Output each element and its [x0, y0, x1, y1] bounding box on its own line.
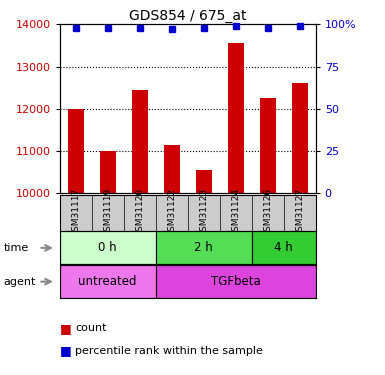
Bar — [252, 231, 316, 264]
Text: untreated: untreated — [79, 275, 137, 288]
Bar — [156, 265, 316, 298]
Bar — [196, 170, 212, 193]
Text: GSM31120: GSM31120 — [135, 188, 144, 237]
Bar — [228, 44, 244, 193]
Text: 4 h: 4 h — [275, 242, 293, 254]
Text: GSM31127: GSM31127 — [295, 188, 304, 237]
Bar — [100, 151, 116, 193]
Bar — [68, 109, 84, 193]
Text: GSM31123: GSM31123 — [199, 188, 208, 237]
Text: ■: ■ — [60, 344, 72, 357]
Text: time: time — [4, 243, 29, 253]
Text: ■: ■ — [60, 322, 72, 334]
Bar — [164, 145, 180, 193]
Text: GSM31122: GSM31122 — [167, 188, 176, 237]
Text: agent: agent — [4, 277, 36, 286]
Title: GDS854 / 675_at: GDS854 / 675_at — [129, 9, 246, 23]
Bar — [260, 98, 276, 193]
Text: GSM31124: GSM31124 — [231, 188, 240, 237]
Bar — [132, 90, 148, 193]
Text: TGFbeta: TGFbeta — [211, 275, 261, 288]
Text: GSM31117: GSM31117 — [71, 188, 80, 237]
Bar — [60, 231, 156, 264]
Bar — [292, 84, 308, 193]
Text: count: count — [75, 323, 107, 333]
Text: 0 h: 0 h — [98, 242, 117, 254]
Bar — [60, 265, 156, 298]
Text: GSM31126: GSM31126 — [263, 188, 272, 237]
Text: GSM31119: GSM31119 — [103, 188, 112, 237]
Bar — [156, 231, 252, 264]
Text: percentile rank within the sample: percentile rank within the sample — [75, 346, 263, 355]
Text: 2 h: 2 h — [194, 242, 213, 254]
